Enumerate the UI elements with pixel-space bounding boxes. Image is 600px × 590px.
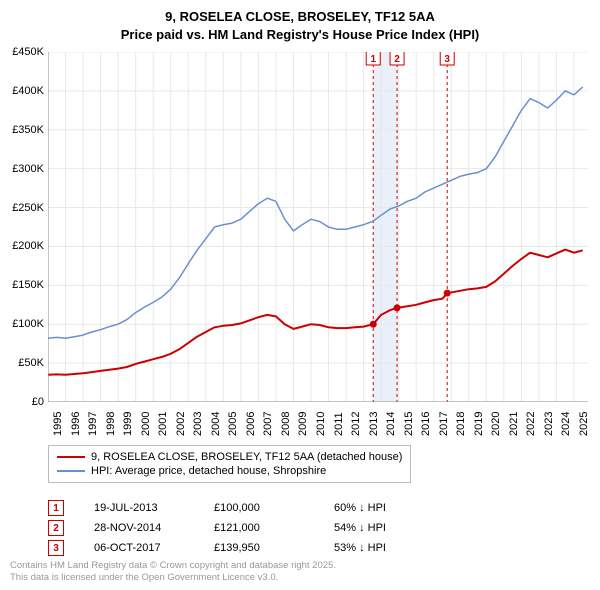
svg-text:1: 1 bbox=[370, 54, 376, 65]
x-tick-label: 2014 bbox=[385, 412, 397, 436]
y-axis: £0£50K£100K£150K£200K£250K£300K£350K£400… bbox=[0, 52, 46, 402]
x-tick-label: 2021 bbox=[508, 412, 520, 436]
chart-svg: 1 2 3 bbox=[48, 52, 588, 402]
sale-date: 28-NOV-2014 bbox=[94, 522, 204, 534]
x-tick-label: 2018 bbox=[455, 412, 467, 436]
x-tick-label: 2011 bbox=[333, 412, 345, 436]
svg-text:3: 3 bbox=[444, 54, 450, 65]
y-tick-label: £200K bbox=[12, 240, 44, 252]
table-row: 3 06-OCT-2017 £139,950 53% ↓ HPI bbox=[48, 538, 454, 558]
title-line-2: Price paid vs. HM Land Registry's House … bbox=[0, 26, 600, 44]
x-tick-label: 2006 bbox=[245, 412, 257, 436]
y-tick-label: £450K bbox=[12, 46, 44, 58]
chart-title: 9, ROSELEA CLOSE, BROSELEY, TF12 5AA Pri… bbox=[0, 0, 600, 43]
sale-hpi: 60% ↓ HPI bbox=[334, 502, 454, 514]
title-line-1: 9, ROSELEA CLOSE, BROSELEY, TF12 5AA bbox=[0, 8, 600, 26]
x-tick-label: 2019 bbox=[473, 412, 485, 436]
x-tick-label: 2016 bbox=[420, 412, 432, 436]
y-tick-label: £0 bbox=[32, 396, 44, 408]
x-tick-label: 2005 bbox=[227, 412, 239, 436]
legend-label-property: 9, ROSELEA CLOSE, BROSELEY, TF12 5AA (de… bbox=[91, 451, 402, 463]
x-tick-label: 2017 bbox=[438, 412, 450, 436]
x-tick-label: 2012 bbox=[350, 412, 362, 436]
x-axis: 1995 1996 1997 1998 1999 2000 2001 2002 2003 2004… bbox=[48, 404, 588, 444]
footer-line-1: Contains HM Land Registry data © Crown c… bbox=[10, 560, 336, 572]
y-tick-label: £150K bbox=[12, 279, 44, 291]
legend-swatch-hpi bbox=[57, 470, 85, 472]
y-tick-label: £50K bbox=[18, 357, 44, 369]
x-tick-label: 2001 bbox=[157, 412, 169, 436]
sale-marker-1: 1 bbox=[48, 500, 64, 516]
x-tick-label: 1995 bbox=[52, 412, 64, 436]
y-tick-label: £350K bbox=[12, 124, 44, 136]
sale-hpi: 54% ↓ HPI bbox=[334, 522, 454, 534]
x-tick-label: 2002 bbox=[175, 412, 187, 436]
sale-marker-3: 3 bbox=[48, 540, 64, 556]
sale-hpi: 53% ↓ HPI bbox=[334, 542, 454, 554]
table-row: 1 19-JUL-2013 £100,000 60% ↓ HPI bbox=[48, 498, 454, 518]
x-tick-label: 2013 bbox=[368, 412, 380, 436]
table-row: 2 28-NOV-2014 £121,000 54% ↓ HPI bbox=[48, 518, 454, 538]
x-tick-label: 2010 bbox=[315, 412, 327, 436]
x-tick-label: 2007 bbox=[262, 412, 274, 436]
x-tick-label: 2015 bbox=[403, 412, 415, 436]
x-tick-label: 2003 bbox=[192, 412, 204, 436]
plot-area: 1 2 3 bbox=[48, 52, 588, 402]
x-tick-label: 2000 bbox=[140, 412, 152, 436]
sale-price: £100,000 bbox=[214, 502, 324, 514]
x-tick-label: 2009 bbox=[297, 412, 309, 436]
x-tick-label: 1997 bbox=[87, 412, 99, 436]
sales-table: 1 19-JUL-2013 £100,000 60% ↓ HPI 2 28-NO… bbox=[48, 498, 454, 558]
sale-marker-2: 2 bbox=[48, 520, 64, 536]
x-tick-label: 1999 bbox=[122, 412, 134, 436]
x-tick-label: 2004 bbox=[210, 412, 222, 436]
footer-line-2: This data is licensed under the Open Gov… bbox=[10, 572, 336, 584]
x-tick-label: 2022 bbox=[525, 412, 537, 436]
legend-label-hpi: HPI: Average price, detached house, Shro… bbox=[91, 465, 326, 477]
sale-price: £121,000 bbox=[214, 522, 324, 534]
sale-date: 19-JUL-2013 bbox=[94, 502, 204, 514]
x-tick-label: 2024 bbox=[560, 412, 572, 436]
legend: 9, ROSELEA CLOSE, BROSELEY, TF12 5AA (de… bbox=[48, 445, 411, 483]
x-tick-label: 2008 bbox=[280, 412, 292, 436]
legend-swatch-property bbox=[57, 456, 85, 458]
legend-item-hpi: HPI: Average price, detached house, Shro… bbox=[57, 464, 402, 478]
y-tick-label: £300K bbox=[12, 163, 44, 175]
x-tick-label: 2025 bbox=[578, 412, 590, 436]
sale-price: £139,950 bbox=[214, 542, 324, 554]
x-tick-label: 2023 bbox=[543, 412, 555, 436]
chart-container: 9, ROSELEA CLOSE, BROSELEY, TF12 5AA Pri… bbox=[0, 0, 600, 590]
legend-item-property: 9, ROSELEA CLOSE, BROSELEY, TF12 5AA (de… bbox=[57, 450, 402, 464]
x-tick-label: 1996 bbox=[70, 412, 82, 436]
x-tick-label: 2020 bbox=[490, 412, 502, 436]
sale-date: 06-OCT-2017 bbox=[94, 542, 204, 554]
y-tick-label: £250K bbox=[12, 202, 44, 214]
footer-attribution: Contains HM Land Registry data © Crown c… bbox=[10, 560, 336, 584]
x-tick-label: 1998 bbox=[105, 412, 117, 436]
y-tick-label: £400K bbox=[12, 85, 44, 97]
y-tick-label: £100K bbox=[12, 318, 44, 330]
svg-text:2: 2 bbox=[394, 54, 400, 65]
